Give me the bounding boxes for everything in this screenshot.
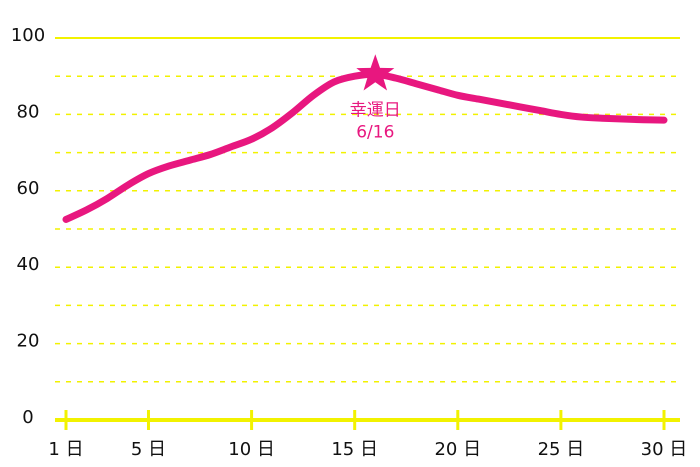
x-tick-label: 1 日 <box>48 439 83 460</box>
y-tick-label: 100 <box>11 25 45 46</box>
y-tick-label: 80 <box>17 101 40 122</box>
x-tick-label: 5 日 <box>131 439 166 460</box>
annotation-text: 幸運日 <box>350 100 401 120</box>
data-line <box>62 70 668 223</box>
annotation-date: 6/16 <box>356 122 394 142</box>
lucky-star <box>356 54 395 91</box>
y-tick-label: 40 <box>17 254 40 275</box>
x-tick-label: 15 日 <box>331 439 378 460</box>
x-tick-label: 10 日 <box>228 439 275 460</box>
x-tick-label: 20 日 <box>434 439 481 460</box>
x-tick-label: 25 日 <box>538 439 585 460</box>
y-tick-label: 0 <box>22 407 33 428</box>
x-tick-label: 30 日 <box>641 439 688 460</box>
y-tick-label: 60 <box>17 178 40 199</box>
y-tick-label: 20 <box>17 331 40 352</box>
